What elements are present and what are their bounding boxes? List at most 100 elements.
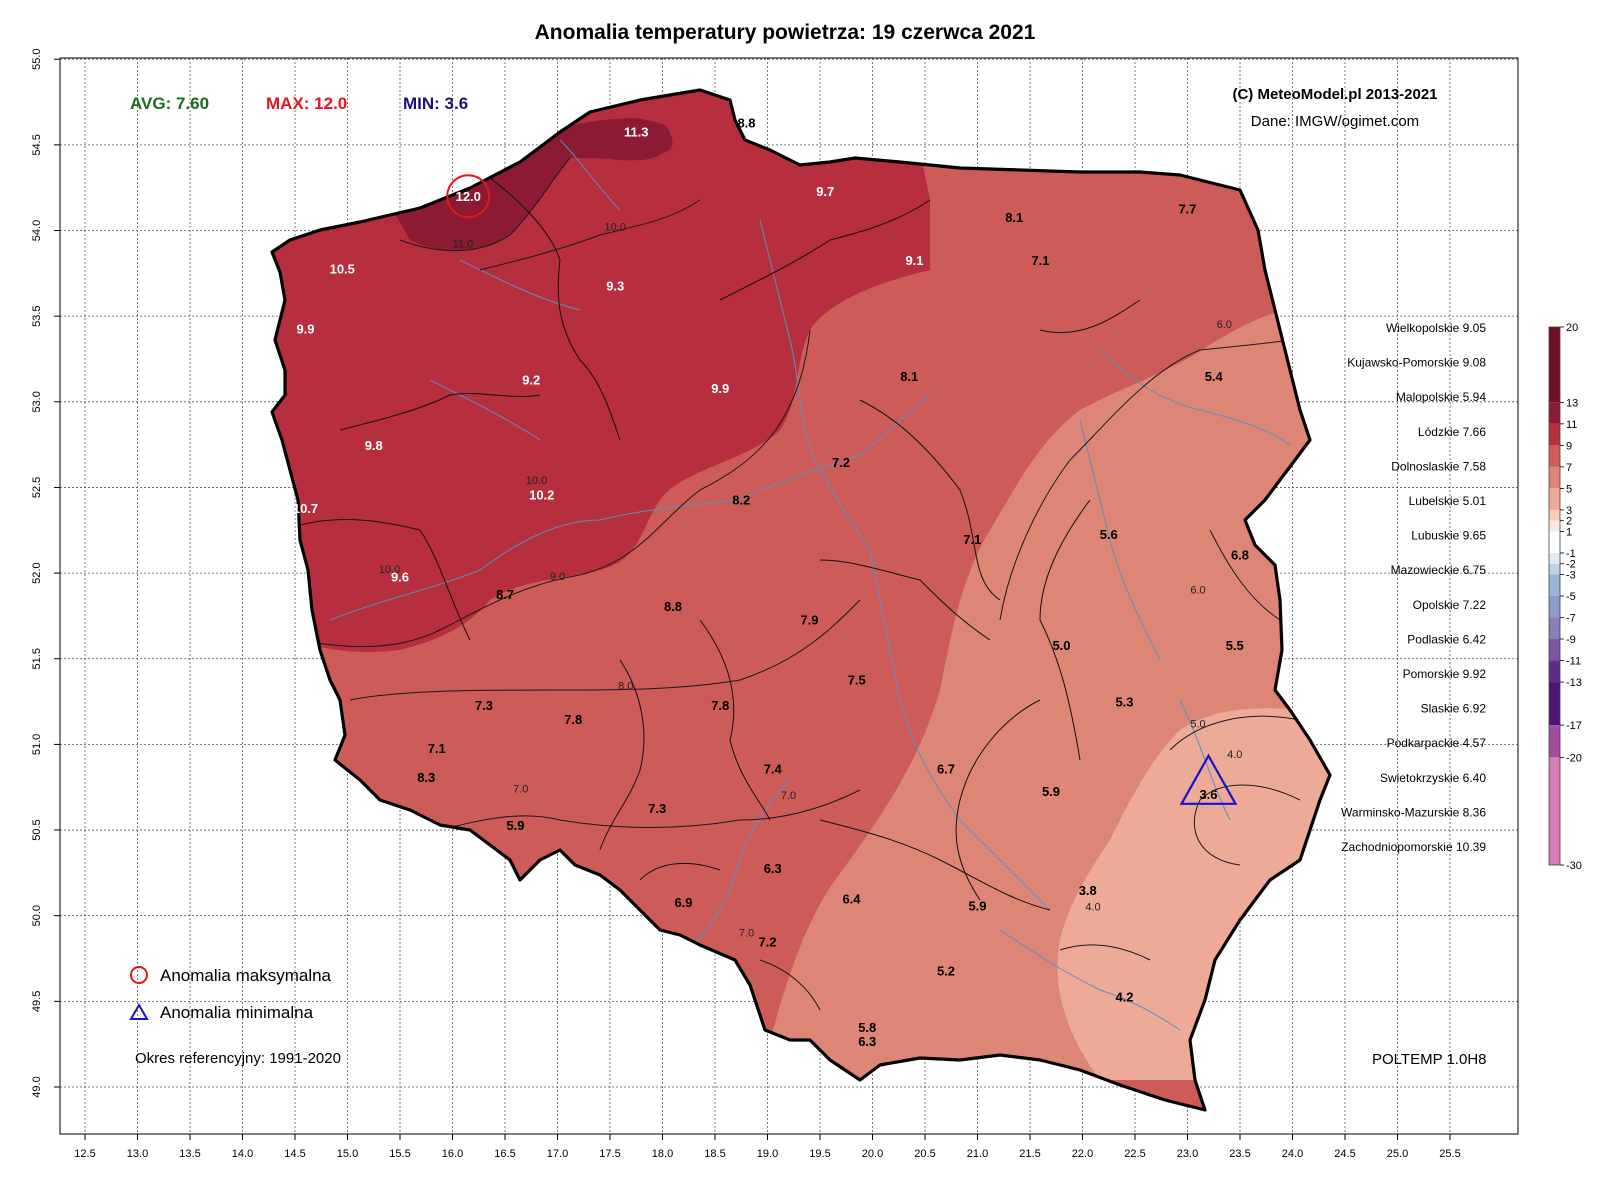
voivodeship-boundaries: [299, 169, 1141, 911]
region-name: Podkarpackie: [1387, 736, 1460, 750]
colorbar-label: -20: [1566, 752, 1582, 764]
region-entry: Lubelskie 5.01: [1409, 494, 1487, 508]
isoline-labels: 10.0 11.0 10.0 10.0 9.0 8.0 7.0 7.0 7.0 6.0 6.0 5.0…: [379, 222, 1243, 940]
region-value: 9.05: [1463, 321, 1487, 335]
region-entry: Opolskie 7.22: [1413, 598, 1487, 612]
x-tick-label: 15.5: [389, 1148, 410, 1160]
station-value: 10.8: [603, 81, 628, 96]
station-value: 9.7: [816, 184, 834, 199]
y-tick-label: 51.0: [31, 734, 43, 755]
station-value: 5.8: [858, 1020, 876, 1035]
legend-circle-icon: [130, 966, 148, 984]
colorbar-label: 5: [1566, 483, 1572, 495]
isoline-label: 6.0: [1190, 585, 1205, 597]
colorbar-segment: [1549, 402, 1560, 424]
station-value: 5.5: [1226, 638, 1244, 653]
x-tick-label: 14.0: [232, 1148, 253, 1160]
isolines: [299, 157, 1330, 1011]
colorbar-segment: [1549, 466, 1560, 489]
colorbar-segment: [1549, 520, 1560, 532]
colorbar-segment: [1549, 445, 1560, 467]
colorbar-label: -17: [1566, 720, 1582, 732]
colorbar-label: 11: [1566, 419, 1577, 431]
isoline-label: 11.0: [453, 239, 474, 251]
station-value: 9.3: [606, 278, 624, 293]
isoline-label: 10.0: [605, 222, 626, 234]
station-value: 7.8: [564, 712, 582, 727]
station-value: 7.5: [848, 672, 866, 687]
region-name: Podlaskie: [1407, 632, 1459, 646]
region-entry: Slaskie 6.92: [1421, 702, 1487, 716]
colorbar-segment: [1549, 574, 1560, 596]
legend-min-label: Anomalia minimalna: [160, 1003, 314, 1022]
station-value: 8.7: [496, 587, 514, 602]
station-value: 8.8: [664, 599, 682, 614]
region-name: Pomorskie: [1403, 667, 1460, 681]
region-entry: Mazowieckie 6.75: [1391, 563, 1487, 577]
isoline-label: 4.0: [1085, 902, 1100, 914]
region-name: Lódzkie: [1418, 425, 1460, 439]
x-tick-label: 15.0: [337, 1148, 358, 1160]
station-value: 7.8: [711, 698, 729, 713]
region-name: Malopolskie: [1396, 390, 1460, 404]
isoline-label: 8.0: [618, 681, 633, 693]
min-anomaly-marker: 3.6: [1179, 753, 1238, 805]
x-tick-label: 20.5: [914, 1148, 935, 1160]
x-tick-label: 25.0: [1387, 1148, 1408, 1160]
x-tick-label: 23.5: [1229, 1148, 1250, 1160]
region-name: Wielkopolskie: [1386, 321, 1460, 335]
station-value: 9.6: [391, 570, 409, 585]
x-tick-label: 22.0: [1072, 1148, 1093, 1160]
station-value: 11.0: [529, 119, 554, 134]
colorbar-label: -3: [1566, 569, 1576, 581]
marker-legend: Anomalia maksymalna Anomalia minimalna: [129, 966, 332, 1022]
station-value: 9.9: [296, 321, 314, 336]
region-entry: Pomorskie 9.92: [1403, 667, 1487, 681]
y-tick-label: 54.5: [31, 134, 43, 155]
station-value: 4.2: [1115, 989, 1133, 1004]
x-tick-label: 23.0: [1177, 1148, 1198, 1160]
region-entry: Kujawsko-Pomorskie 9.08: [1347, 356, 1486, 370]
region-value: 7.66: [1463, 425, 1487, 439]
station-value: 11.0: [235, 230, 260, 245]
y-tick-label: 53.5: [31, 305, 43, 326]
station-value: 7.7: [1178, 201, 1196, 216]
region-value: 4.57: [1463, 736, 1487, 750]
min-stat: MIN: 3.6: [403, 94, 468, 113]
x-tick-label: 17.0: [547, 1148, 568, 1160]
station-value: 8.2: [732, 493, 750, 508]
copyright-text: (C) MeteoModel.pl 2013-2021: [1232, 86, 1437, 103]
y-tick-label: 54.0: [31, 220, 43, 241]
region-entry: Dolnoslaskie 7.58: [1391, 459, 1486, 473]
colorbar-segment: [1549, 617, 1560, 640]
region-value: 7.22: [1463, 598, 1487, 612]
x-tick-label: 18.5: [704, 1148, 725, 1160]
colorbar-segment: [1549, 563, 1560, 575]
region-entry: Lódzkie 7.66: [1418, 425, 1486, 439]
region-entry: Podlaskie 6.42: [1407, 632, 1486, 646]
x-tick-label: 24.0: [1282, 1148, 1303, 1160]
y-tick-label: 49.5: [31, 991, 43, 1012]
colorbar-segment: [1549, 509, 1560, 521]
station-value: 5.9: [1042, 784, 1060, 799]
region-value: 6.42: [1463, 632, 1487, 646]
x-tick-label: 16.0: [442, 1148, 463, 1160]
region-name: Warminsko-Mazurskie: [1341, 805, 1460, 819]
station-value: 7.9: [800, 612, 818, 627]
colorbar-label: -11: [1566, 656, 1581, 668]
station-value: 9.2: [522, 373, 540, 388]
region-entry: Wielkopolskie 9.05: [1386, 321, 1486, 335]
station-value: 5.6: [1100, 527, 1118, 542]
station-value: 5.9: [506, 818, 524, 833]
station-value: 6.7: [937, 762, 955, 777]
colorbar-label: 3: [1566, 505, 1572, 517]
x-tick-label: 17.5: [599, 1148, 620, 1160]
y-tick-label: 50.5: [31, 819, 43, 840]
colorbar-label: 13: [1566, 397, 1578, 409]
region-name: Kujawsko-Pomorskie: [1347, 356, 1459, 370]
x-tick-label: 19.0: [757, 1148, 778, 1160]
isoline-label: 10.0: [379, 564, 400, 576]
region-name: Opolskie: [1413, 598, 1460, 612]
station-value: 10.7: [293, 501, 318, 516]
region-name: Dolnoslaskie: [1391, 459, 1459, 473]
